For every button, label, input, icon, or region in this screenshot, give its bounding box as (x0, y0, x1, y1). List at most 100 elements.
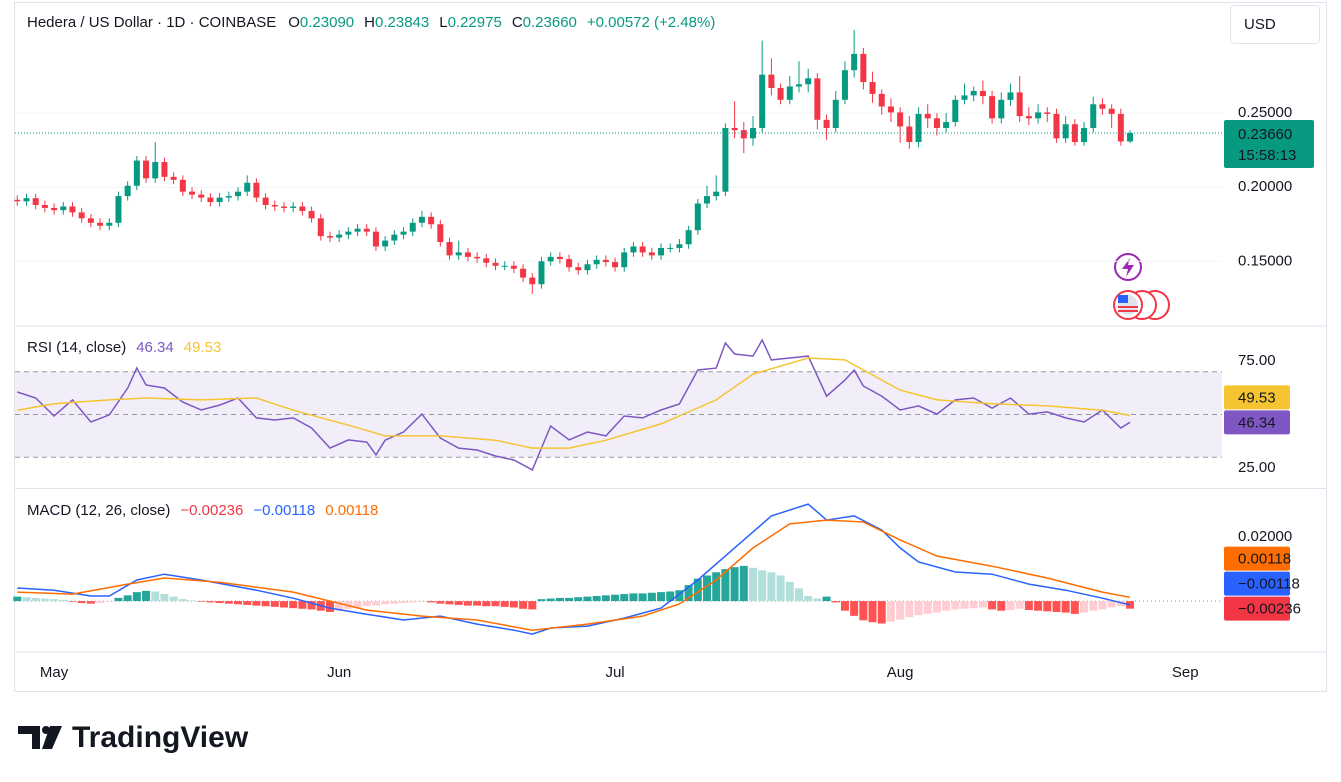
candle-body (308, 210, 315, 219)
histogram-bar (703, 575, 712, 602)
candle-body (400, 231, 407, 235)
candle-body (952, 99, 959, 123)
histogram-bar (132, 592, 141, 602)
histogram-bar (804, 595, 813, 602)
histogram-bar (1080, 601, 1089, 613)
histogram-bar (1126, 601, 1135, 609)
x-tick-label: Jun (327, 664, 351, 681)
histogram-bar (1070, 601, 1079, 614)
histogram-bar (537, 599, 546, 602)
histogram-bar (555, 597, 564, 602)
currency-button[interactable] (1230, 5, 1320, 44)
candle-body (1090, 104, 1097, 128)
candle-body (115, 196, 122, 223)
ohlc-value: 0.23843 (375, 14, 429, 31)
histogram-bar (252, 601, 261, 606)
candle-body (492, 262, 499, 266)
candle-body (713, 191, 720, 197)
histogram-bar (279, 601, 288, 608)
candle-body (363, 228, 370, 232)
histogram-bar (748, 567, 757, 602)
candle-body (161, 162, 168, 177)
histogram-bar (546, 598, 555, 602)
histogram-bar (417, 601, 426, 602)
histogram-bar (31, 597, 40, 602)
indicator-readout: 0.00118 (325, 502, 378, 519)
indicator-line (17, 338, 1131, 471)
candle-body (1044, 112, 1051, 114)
candle-body (317, 218, 324, 237)
histogram-bar (785, 581, 794, 602)
histogram-bar (758, 570, 767, 602)
candle-body (897, 112, 904, 127)
histogram-bar (1052, 601, 1061, 612)
candle-body (777, 87, 784, 100)
price-badge-label: 0.23660 (1238, 126, 1292, 143)
candle-body (694, 203, 701, 231)
candle-body (648, 252, 655, 256)
candle-body (326, 236, 333, 238)
y-tick-label: 25.00 (1238, 459, 1276, 476)
ohlc-label: H (364, 14, 375, 31)
histogram-bar (997, 601, 1006, 611)
candle-body (860, 53, 867, 83)
indicator-readout: 46.34 (136, 339, 174, 356)
x-tick-label: Aug (887, 664, 914, 681)
candle-body (676, 244, 683, 248)
candle-body (299, 206, 306, 211)
histogram-bar (684, 585, 693, 602)
candle-body (32, 198, 39, 205)
histogram-bar (473, 601, 482, 606)
candle-body (520, 268, 527, 278)
candle-body (575, 267, 582, 271)
candle-body (602, 259, 609, 263)
candle-body (60, 206, 67, 211)
histogram-bar (22, 597, 31, 602)
candle-body (869, 82, 876, 94)
candle-body (961, 95, 968, 100)
candle-body (382, 240, 389, 247)
candle-body (823, 119, 830, 128)
value-badge-label: 0.00118 (1238, 551, 1291, 568)
histogram-bar (988, 601, 997, 610)
histogram-bar (831, 601, 840, 603)
candle-body (244, 182, 251, 192)
candle-body (731, 127, 738, 131)
indicator-line (17, 519, 1131, 631)
candle-body (225, 196, 232, 198)
indicator-header: RSI (14, close) 46.34 49.53 (27, 339, 221, 356)
symbol-header: Hedera / US Dollar · 1D · COINBASE O0.230… (27, 14, 715, 31)
histogram-bar (1089, 601, 1098, 611)
ohlc-label: C (512, 14, 523, 31)
candle-body (428, 216, 435, 225)
histogram-bar (896, 601, 905, 620)
histogram-bar (647, 592, 656, 602)
currency[interactable]: USD (1244, 16, 1276, 33)
histogram-bar (657, 592, 666, 602)
ohlc-label: L (439, 14, 447, 31)
candle-body (805, 78, 812, 85)
candle-body (584, 264, 591, 271)
histogram-bar (868, 601, 877, 623)
histogram-bar (68, 601, 77, 602)
price-badge (1224, 120, 1314, 168)
histogram-bar (215, 601, 224, 604)
candle-body (501, 265, 508, 267)
candle-body (704, 196, 711, 204)
candle-body (1007, 92, 1014, 100)
candle-body (529, 277, 536, 285)
histogram-bar (813, 598, 822, 602)
candle-body (235, 191, 242, 197)
histogram-bar (519, 601, 528, 609)
candle-body (630, 246, 637, 253)
histogram-bar (666, 591, 675, 602)
histogram-bar (969, 601, 978, 609)
histogram-bar (151, 591, 160, 602)
histogram-bar (914, 601, 923, 616)
flag-stripes (1118, 306, 1138, 312)
candle-body (152, 162, 159, 179)
histogram-bar (445, 601, 454, 605)
candle-body (658, 247, 665, 256)
